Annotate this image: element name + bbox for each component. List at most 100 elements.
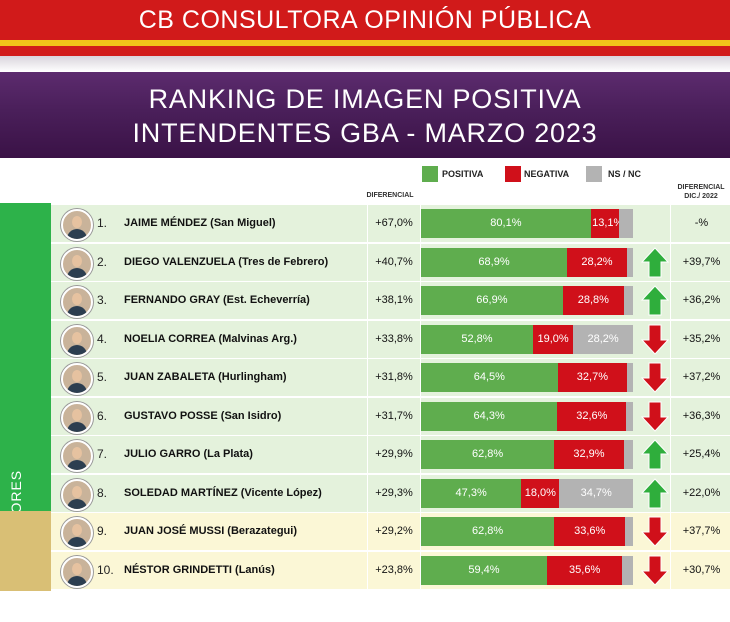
arrow-down-icon	[641, 401, 669, 432]
bar-segment-positiva	[421, 209, 591, 238]
avatar	[61, 286, 93, 318]
table-row: 5. JUAN ZABALETA (Hurlingham) +31,8% 64,5% 3…	[51, 359, 730, 396]
rank-number: 6.	[97, 408, 108, 423]
column-divider	[367, 243, 368, 281]
column-divider	[420, 320, 421, 358]
bar-segment-nsnc	[559, 478, 633, 508]
stacked-bar: 59,4% 35,6%	[421, 555, 633, 585]
bar-segment-positiva	[421, 478, 522, 508]
bar-segment-nsnc	[622, 555, 633, 585]
column-divider	[670, 397, 671, 435]
table-row: 9. JUAN JOSÉ MUSSI (Berazategui) +29,2% 62,…	[51, 513, 730, 550]
rank-number: 8.	[97, 485, 108, 500]
diferencial-value: +29,3%	[375, 486, 413, 499]
bar-label-positiva: 59,4%	[468, 563, 500, 576]
rank-number: 4.	[97, 331, 108, 346]
mayor-name: DIEGO VALENZUELA (Tres de Febrero)	[124, 255, 329, 268]
bar-segment-positiva	[421, 324, 533, 354]
header-band	[0, 0, 730, 40]
bar-label-positiva: 64,5%	[473, 371, 505, 383]
avatar	[61, 478, 93, 511]
diferencial-dic-header-l2: DIC./ 2022	[684, 193, 718, 200]
column-divider	[367, 320, 368, 358]
column-divider	[420, 474, 421, 512]
diferencial-dic-value: +22,0%	[682, 486, 721, 499]
column-divider	[367, 436, 368, 473]
avatar	[61, 555, 93, 588]
column-divider	[670, 205, 671, 242]
column-divider	[420, 243, 421, 281]
mayor-name: GUSTAVO POSSE (San Isidro)	[124, 409, 282, 422]
stacked-bar: 47,3% 18,0% 34,7%	[421, 478, 633, 508]
column-divider	[420, 205, 421, 242]
diferencial-value: +67,0%	[375, 217, 413, 229]
title-box	[0, 72, 730, 158]
table-row: 1. JAIME MÉNDEZ (San Miguel) +67,0% 80,1% 13…	[51, 205, 730, 242]
diferencial-dic-value: -%	[694, 217, 709, 229]
bar-segment-negativa	[590, 209, 619, 238]
column-divider	[420, 551, 421, 589]
arrow-down-icon	[641, 324, 669, 355]
bar-label-nsnc: 28,2%	[587, 332, 619, 345]
column-divider	[670, 282, 671, 319]
top8-side-band: LOS 8 MEJORES	[0, 203, 51, 594]
bar-segment-nsnc	[627, 363, 633, 392]
mayor-name: JAIME MÉNDEZ (San Miguel)	[124, 217, 276, 229]
rest-side-band	[0, 511, 51, 591]
mayor-name: FERNANDO GRAY (Est. Echeverría)	[124, 294, 310, 306]
bar-label-negativa: 32,6%	[576, 409, 608, 422]
org-title: CB CONSULTORA OPINIÓN PÚBLICA	[138, 6, 592, 34]
rank-number: 7.	[97, 447, 108, 461]
diferencial-value: +29,9%	[375, 448, 413, 460]
arrow-down-icon	[641, 362, 669, 393]
bar-segment-nsnc	[626, 247, 633, 277]
bar-segment-positiva	[421, 555, 547, 585]
table-row: 7. JULIO GARRO (La Plata) +29,9% 62,8% 32,9%…	[51, 436, 730, 473]
bar-segment-negativa	[567, 247, 627, 277]
arrow-down-icon	[641, 555, 669, 586]
mayor-name: JUAN JOSÉ MUSSI (Berazategui)	[124, 525, 297, 537]
avatar	[61, 324, 93, 357]
column-divider	[670, 436, 671, 473]
yellow-stripe	[0, 40, 730, 46]
diferencial-dic-value: +37,2%	[682, 371, 721, 383]
column-divider	[367, 205, 368, 242]
stacked-bar: 68,9% 28,2%	[421, 247, 633, 277]
column-divider	[367, 359, 368, 396]
column-divider	[367, 474, 368, 512]
table-row: 4. NOELIA CORREA (Malvinas Arg.) +33,8% 52,…	[51, 320, 730, 358]
stacked-bar: 64,3% 32,6%	[421, 401, 633, 431]
bar-label-negativa: 28,8%	[577, 294, 609, 306]
bar-label-positiva: 47,3%	[455, 486, 487, 499]
column-divider	[670, 513, 671, 550]
avatar	[61, 517, 93, 549]
column-divider	[420, 282, 421, 319]
bar-label-negativa: 33,6%	[574, 525, 606, 537]
table-row: 8. SOLEDAD MARTÍNEZ (Vicente López) +29,3%…	[51, 474, 730, 512]
bar-label-negativa: 13,1%	[592, 217, 624, 229]
stacked-bar: 80,1% 13,1%	[421, 209, 633, 238]
diferencial-dic-value: +25,4%	[682, 448, 721, 460]
diferencial-value: +31,8%	[375, 371, 413, 383]
bar-segment-negativa	[546, 555, 623, 585]
bar-segment-nsnc	[625, 517, 633, 546]
stacked-bar: 62,8% 33,6%	[421, 517, 633, 546]
bar-label-positiva: 64,3%	[473, 409, 505, 422]
mayor-name: NOELIA CORREA (Malvinas Arg.)	[124, 332, 297, 345]
bar-segment-negativa	[532, 324, 574, 354]
column-divider	[670, 320, 671, 358]
stacked-bar: 62,8% 32,9%	[421, 440, 633, 469]
legend-nsnc-label: NS / NC	[608, 169, 642, 179]
rank-number: 10.	[97, 562, 114, 577]
rank-number: 1.	[97, 216, 108, 230]
bar-segment-positiva	[421, 363, 558, 392]
diferencial-value: +38,1%	[375, 294, 413, 306]
column-divider	[367, 282, 368, 319]
column-divider	[420, 397, 421, 435]
stacked-bar: 66,9% 28,8%	[421, 286, 633, 315]
diferencial-dic-header-l1: DIFERENCIAL	[677, 184, 725, 191]
table-row: 6. GUSTAVO POSSE (San Isidro) +31,7% 64,3% 3…	[51, 397, 730, 435]
column-divider	[420, 436, 421, 473]
rank-number: 3.	[97, 293, 108, 307]
bar-label-positiva: 66,9%	[476, 294, 508, 306]
